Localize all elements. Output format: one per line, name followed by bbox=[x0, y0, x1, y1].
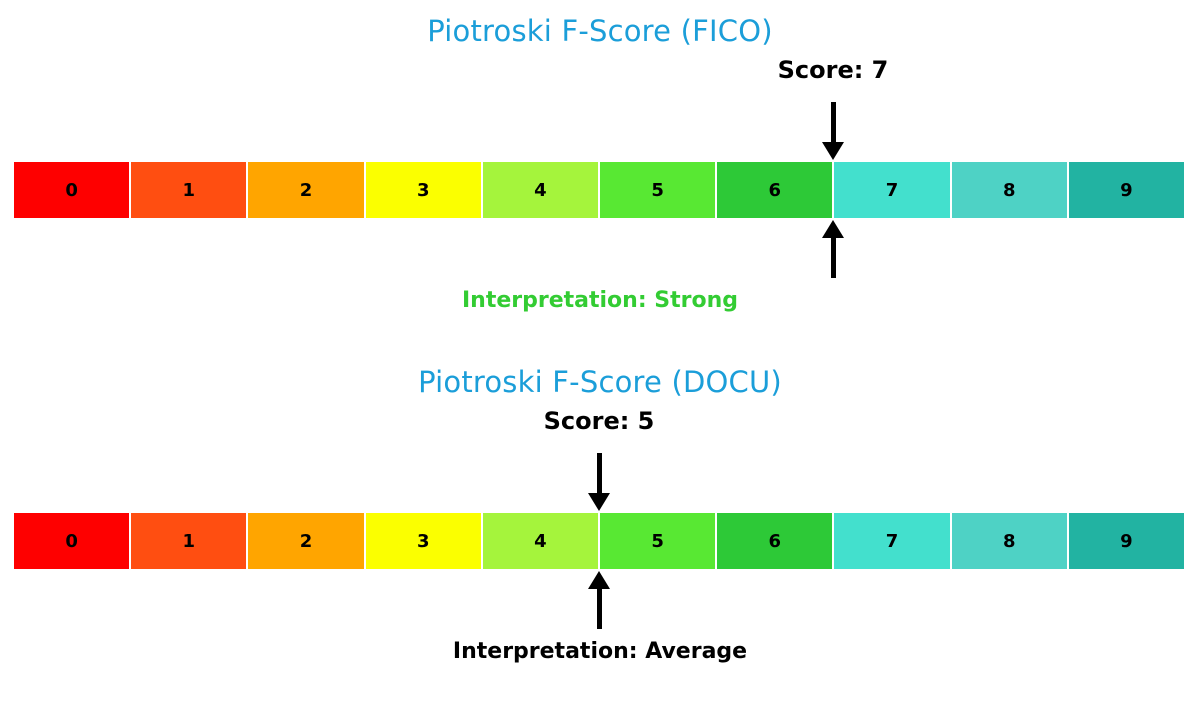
scale-segment-4: 4 bbox=[482, 513, 599, 569]
interpretation-label: Interpretation: Average bbox=[452, 639, 748, 664]
interpretation-label: Interpretation: Strong bbox=[461, 288, 739, 313]
arrow-head bbox=[588, 571, 610, 589]
scale-segment-7: 7 bbox=[834, 513, 950, 569]
arrow-shaft bbox=[596, 453, 602, 493]
scale-segment-3: 3 bbox=[365, 162, 481, 218]
score-label: Score: 5 bbox=[543, 407, 655, 435]
scale-segment-0: 0 bbox=[14, 513, 130, 569]
scale-segment-6: 6 bbox=[717, 162, 833, 218]
gauge-title: Piotroski F-Score (DOCU) bbox=[418, 365, 782, 399]
down-arrow-icon bbox=[822, 102, 844, 160]
arrow-head bbox=[822, 142, 844, 160]
score-label: Score: 7 bbox=[777, 56, 889, 84]
arrow-head bbox=[822, 220, 844, 238]
scale-segment-5: 5 bbox=[600, 513, 716, 569]
scale-segment-3: 3 bbox=[365, 513, 481, 569]
gauge-title: Piotroski F-Score (FICO) bbox=[427, 14, 773, 48]
scale-segment-7: 7 bbox=[834, 162, 950, 218]
arrow-shaft bbox=[830, 102, 836, 142]
scale-segment-8: 8 bbox=[951, 162, 1067, 218]
down-arrow-icon bbox=[588, 453, 610, 511]
arrow-head bbox=[588, 493, 610, 511]
scale-segment-1: 1 bbox=[131, 513, 247, 569]
scale-segment-1: 1 bbox=[131, 162, 247, 218]
scale-segment-5: 5 bbox=[600, 162, 716, 218]
scale-segment-9: 9 bbox=[1068, 162, 1185, 218]
scale-segment-2: 2 bbox=[248, 162, 364, 218]
arrow-shaft bbox=[830, 238, 836, 278]
scale-segment-0: 0 bbox=[14, 162, 130, 218]
scale-segment-6: 6 bbox=[717, 513, 833, 569]
scale-segment-8: 8 bbox=[951, 513, 1067, 569]
arrow-shaft bbox=[596, 589, 602, 629]
up-arrow-icon bbox=[588, 571, 610, 629]
scale-segment-2: 2 bbox=[248, 513, 364, 569]
scale-segment-4: 4 bbox=[482, 162, 599, 218]
up-arrow-icon bbox=[822, 220, 844, 278]
scale-segment-9: 9 bbox=[1068, 513, 1185, 569]
